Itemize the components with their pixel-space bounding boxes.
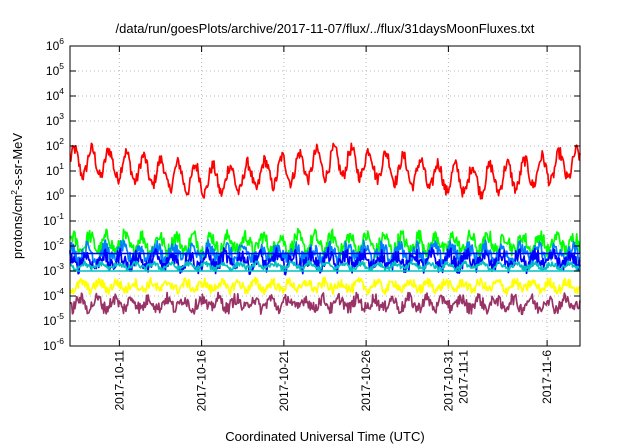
series-line (69, 260, 581, 272)
y-tick-label: 102 (46, 136, 64, 153)
y-tick-label: 10-1 (43, 211, 64, 228)
x-tick-label: 2017-11-1 (456, 350, 470, 404)
x-tick-label: 2017-10-21 (277, 350, 291, 412)
y-tick-label: 10-6 (43, 336, 64, 353)
series-line (69, 291, 581, 316)
series-line (69, 142, 581, 200)
chart-title: /data/run/goesPlots/archive/2017-11-07/f… (116, 21, 535, 36)
y-tick-label: 10-3 (43, 261, 64, 278)
x-axis-label: Coordinated Universal Time (UTC) (225, 429, 424, 444)
y-tick-label: 103 (46, 111, 64, 128)
x-axis: 2017-10-11 2017-10-16 2017-10-21 2017-10-26… (112, 46, 554, 411)
y-tick-label: 106 (46, 36, 64, 53)
y-tick-label: 104 (46, 86, 64, 103)
x-tick-label: 2017-10-16 (195, 350, 209, 412)
y-axis-label: protons/cm2-s-sr-MeV (9, 133, 25, 259)
x-tick-label: 2017-10-31 (441, 350, 455, 412)
x-tick-label: 2017-10-11 (112, 350, 126, 411)
y-tick-label: 105 (46, 61, 64, 78)
reference-lines (70, 252, 580, 272)
y-tick-label: 100 (46, 186, 64, 203)
y-tick-label: 10-5 (43, 311, 64, 328)
y-axis: 10-6 10-5 10-4 10-3 10-2 10-1 100 101 102 103 104 1… (43, 36, 580, 353)
x-tick-label: 2017-10-26 (359, 350, 373, 412)
y-tick-label: 101 (46, 161, 64, 178)
y-tick-label: 10-4 (43, 286, 64, 303)
x-tick-label: 2017-11-6 (540, 350, 554, 404)
series-group (69, 142, 581, 316)
series-line (69, 276, 581, 296)
y-tick-label: 10-2 (43, 236, 64, 253)
